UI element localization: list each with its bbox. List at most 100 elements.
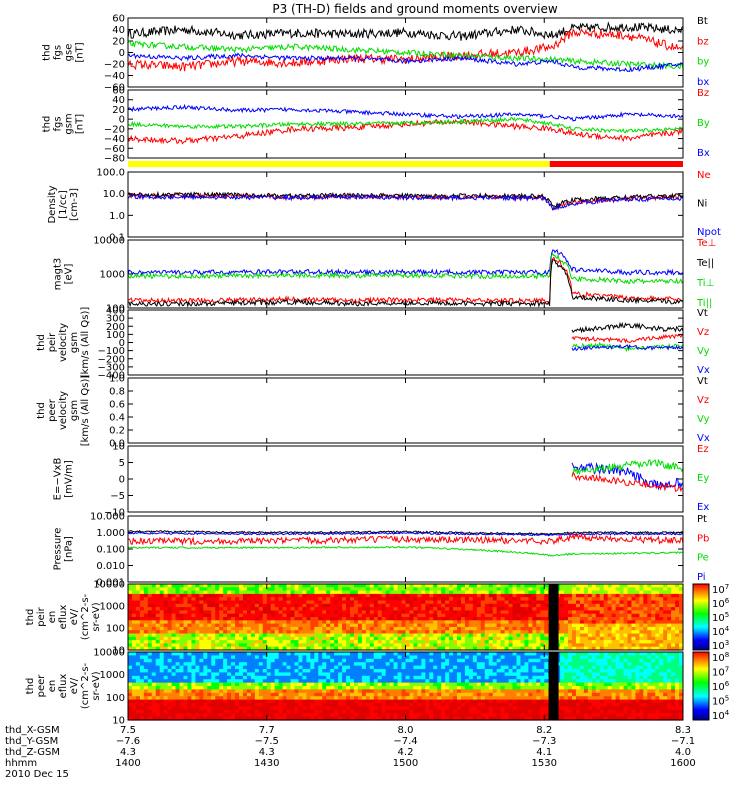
spec-cell bbox=[429, 626, 434, 631]
spec-cell bbox=[663, 633, 668, 638]
spec-cell bbox=[409, 590, 415, 595]
spec-cell bbox=[373, 675, 379, 680]
spec-cell bbox=[231, 607, 236, 611]
spec-cell bbox=[587, 636, 593, 641]
spec-cell bbox=[508, 593, 514, 598]
spec-cell bbox=[564, 597, 569, 602]
spec-cell bbox=[326, 675, 331, 680]
spec-cell bbox=[278, 590, 284, 595]
spec-cell bbox=[659, 640, 664, 644]
spec-cell bbox=[350, 672, 355, 677]
spec-cell bbox=[159, 593, 165, 598]
spec-cell bbox=[468, 613, 474, 618]
spec-cell bbox=[457, 696, 462, 701]
spec-cell bbox=[318, 640, 323, 644]
spec-cell bbox=[310, 672, 315, 677]
spec-cell bbox=[318, 658, 323, 663]
spec-cell bbox=[151, 655, 157, 660]
spec-cell bbox=[468, 584, 474, 588]
spec-cell bbox=[163, 699, 169, 704]
panels: thd fgs gse [nT]6040200−20−40−60Btbzbybxthd… bbox=[25, 14, 730, 727]
spec-cell bbox=[393, 587, 399, 592]
spec-cell bbox=[671, 620, 676, 625]
spec-cell bbox=[353, 630, 359, 635]
spec-cell bbox=[258, 633, 264, 638]
spec-cell bbox=[274, 600, 280, 605]
spec-cell bbox=[441, 689, 446, 694]
spec-cell bbox=[504, 646, 510, 651]
spec-cell bbox=[373, 699, 379, 704]
spec-cell bbox=[151, 675, 157, 680]
spec-cell bbox=[167, 584, 173, 588]
spec-cell bbox=[381, 584, 387, 588]
spec-cell bbox=[353, 587, 359, 592]
spec-cell bbox=[191, 597, 196, 602]
spec-cell bbox=[310, 587, 315, 592]
spec-cell bbox=[667, 610, 672, 615]
spec-cell bbox=[373, 610, 379, 615]
spec-cell bbox=[286, 610, 292, 615]
spec-cell bbox=[266, 675, 272, 680]
spec-cell bbox=[350, 686, 355, 690]
spec-cell bbox=[591, 620, 597, 625]
spec-cell bbox=[143, 613, 149, 618]
spec-cell bbox=[369, 662, 375, 667]
spec-cell bbox=[310, 610, 315, 615]
spec-cell bbox=[508, 590, 514, 595]
spec-cell bbox=[377, 675, 383, 680]
spec-cell bbox=[139, 709, 145, 714]
spec-cell bbox=[445, 652, 450, 656]
spec-cell bbox=[369, 603, 375, 608]
spec-cell bbox=[175, 709, 181, 714]
spec-cell bbox=[207, 626, 212, 631]
spec-cell bbox=[373, 597, 379, 602]
spec-cell bbox=[274, 630, 280, 635]
spec-cell bbox=[223, 593, 228, 598]
spec-cell bbox=[266, 607, 272, 611]
spec-cell bbox=[215, 603, 220, 608]
spec-cell bbox=[671, 623, 676, 628]
spec-cell bbox=[246, 709, 252, 714]
spec-cell bbox=[381, 652, 387, 656]
spec-cell bbox=[294, 643, 300, 648]
spec-cell bbox=[131, 696, 137, 701]
spec-cell bbox=[429, 716, 434, 721]
spec-cell bbox=[512, 633, 518, 638]
spec-cell bbox=[369, 713, 375, 718]
spec-cell bbox=[651, 643, 656, 648]
spec-cell bbox=[310, 716, 315, 721]
spec-cell bbox=[143, 662, 149, 667]
spec-cell bbox=[191, 665, 196, 670]
spec-cell bbox=[397, 620, 403, 625]
spec-cell bbox=[397, 689, 403, 694]
spec-cell bbox=[417, 623, 422, 628]
spec-cell bbox=[421, 696, 426, 701]
spec-cell bbox=[143, 587, 149, 592]
spec-cell bbox=[179, 617, 185, 621]
spec-cell bbox=[611, 607, 617, 611]
spec-cell bbox=[457, 699, 462, 704]
spec-cell bbox=[405, 696, 411, 701]
spec-cell bbox=[540, 603, 545, 608]
spec-cell bbox=[468, 709, 474, 714]
spec-cell bbox=[290, 600, 296, 605]
spec-cell bbox=[223, 590, 228, 595]
spec-cell bbox=[163, 646, 169, 651]
spec-cell bbox=[258, 703, 264, 707]
spec-cell bbox=[572, 584, 577, 588]
spec-cell bbox=[330, 658, 335, 663]
spec-cell bbox=[484, 630, 490, 635]
spec-cell bbox=[282, 587, 288, 592]
spec-cell bbox=[472, 692, 478, 697]
spec-cell bbox=[488, 617, 494, 621]
spec-cell bbox=[191, 706, 196, 711]
spec-cell bbox=[445, 590, 450, 595]
spec-cell bbox=[314, 607, 319, 611]
spec-cell bbox=[675, 587, 680, 592]
spec-cell bbox=[461, 686, 466, 690]
spec-cell bbox=[595, 587, 601, 592]
spec-cell bbox=[294, 603, 300, 608]
ylabel-line: Pressure bbox=[53, 528, 64, 571]
spec-cell bbox=[476, 607, 482, 611]
spec-cell bbox=[675, 603, 680, 608]
